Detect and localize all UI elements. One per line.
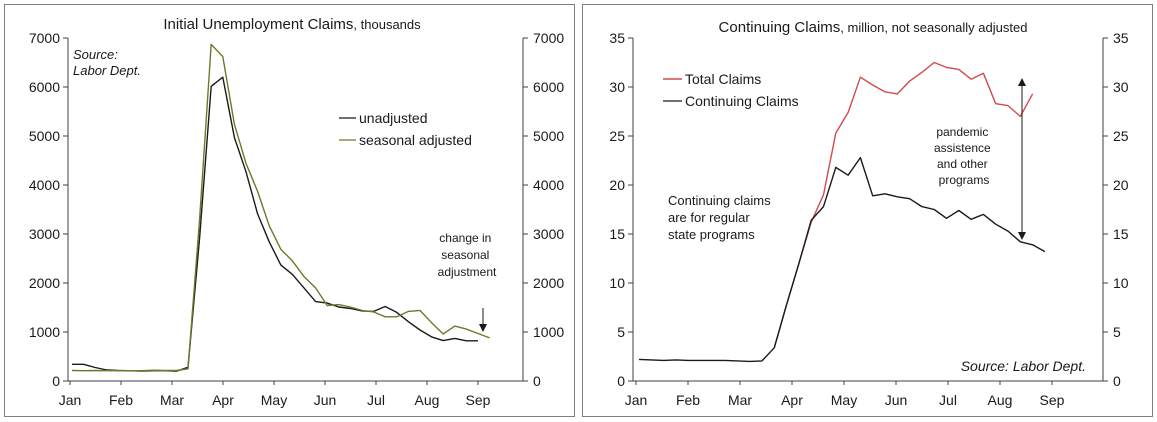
y-tick-label-right: 5000: [533, 128, 564, 144]
y-tick-label-left: 20: [609, 177, 625, 193]
annotation-regular-programs: Continuing claims are for regular state …: [668, 193, 774, 242]
chart-title: Continuing Claims, million, not seasonal…: [719, 19, 1028, 36]
annotation-arrowhead: [479, 324, 487, 332]
x-tick-label: Sep: [1040, 392, 1065, 408]
y-tick-label-right: 6000: [533, 79, 564, 95]
x-tick-label: Sep: [466, 392, 491, 408]
x-tick-label: Feb: [676, 392, 700, 408]
annotation-arrowhead-top: [1018, 78, 1026, 86]
source-note: Source: Labor Dept.: [73, 47, 141, 78]
x-tick-label: Apr: [212, 392, 234, 408]
legend-label-seasonal-adjusted: seasonal adjusted: [359, 132, 472, 148]
legend: unadjusted seasonal adjusted: [339, 110, 472, 148]
y-tick-label-right: 1000: [533, 324, 564, 340]
y-tick-label-left: 4000: [29, 177, 60, 193]
x-tick-label: Jul: [367, 392, 385, 408]
y-tick-label-left: 2000: [29, 275, 60, 291]
x-tick-label: Feb: [109, 392, 133, 408]
chart-title: Initial Unemployment Claims, thousands: [163, 16, 421, 33]
legend-label-unadjusted: unadjusted: [359, 110, 428, 126]
continuing-claims-chart: Continuing Claims, million, not seasonal…: [609, 19, 1129, 408]
y-tick-label-left: 30: [609, 79, 625, 95]
y-tick-label-left: 10: [609, 275, 625, 291]
y-tick-label-right: 25: [1113, 128, 1129, 144]
x-tick-label: Jun: [885, 392, 908, 408]
y-tick-label-left: 7000: [29, 30, 60, 46]
x-tick-label: Mar: [728, 392, 752, 408]
y-tick-label-left: 5: [617, 324, 625, 340]
y-tick-label-right: 0: [533, 373, 541, 389]
series-line-continuing-claims: [638, 156, 1046, 363]
initial-claims-chart: Initial Unemployment Claims, thousands 0…: [29, 16, 565, 408]
y-tick-label-right: 3000: [533, 226, 564, 242]
legend: Total Claims Continuing Claims: [663, 71, 799, 109]
legend-label-total-claims: Total Claims: [685, 71, 761, 87]
y-tick-label-right: 10: [1113, 275, 1129, 291]
y-tick-label-left: 5000: [29, 128, 60, 144]
x-tick-label: Jun: [314, 392, 337, 408]
y-tick-label-right: 15: [1113, 226, 1129, 242]
series-line-seasonal-adjusted: [71, 43, 490, 372]
y-tick-label-left: 3000: [29, 226, 60, 242]
y-tick-label-right: 7000: [533, 30, 564, 46]
x-tick-label: Aug: [988, 392, 1013, 408]
x-tick-label: Aug: [415, 392, 440, 408]
x-tick-label: Apr: [781, 392, 803, 408]
annotation-arrowhead-bottom: [1018, 232, 1026, 240]
x-tick-label: Jul: [939, 392, 957, 408]
y-tick-label-right: 35: [1113, 30, 1129, 46]
annotation-seasonal-change: change in seasonal adjustment: [438, 231, 497, 279]
y-tick-label-left: 0: [52, 373, 60, 389]
y-tick-label-right: 30: [1113, 79, 1129, 95]
y-tick-label-right: 0: [1113, 373, 1121, 389]
y-tick-label-left: 25: [609, 128, 625, 144]
y-tick-label-left: 15: [609, 226, 625, 242]
y-tick-label-left: 1000: [29, 324, 60, 340]
x-tick-label: Mar: [160, 392, 184, 408]
annotation-pandemic-programs: pandemic assistence and other programs: [934, 125, 994, 187]
legend-label-continuing-claims: Continuing Claims: [685, 93, 799, 109]
x-tick-label: Jan: [625, 392, 648, 408]
x-tick-label: May: [261, 392, 287, 408]
source-note: Source: Labor Dept.: [961, 358, 1086, 374]
y-tick-label-right: 2000: [533, 275, 564, 291]
initial-claims-panel: Initial Unemployment Claims, thousands 0…: [4, 4, 575, 417]
y-tick-label-left: 6000: [29, 79, 60, 95]
y-tick-label-right: 20: [1113, 177, 1129, 193]
y-tick-label-right: 4000: [533, 177, 564, 193]
series-line-total-claims: [773, 61, 1034, 348]
continuing-claims-panel: Continuing Claims, million, not seasonal…: [582, 4, 1153, 417]
y-tick-label-left: 0: [617, 373, 625, 389]
y-tick-label-left: 35: [609, 30, 625, 46]
x-tick-label: May: [831, 392, 857, 408]
y-tick-label-right: 5: [1113, 324, 1121, 340]
x-tick-label: Jan: [59, 392, 82, 408]
